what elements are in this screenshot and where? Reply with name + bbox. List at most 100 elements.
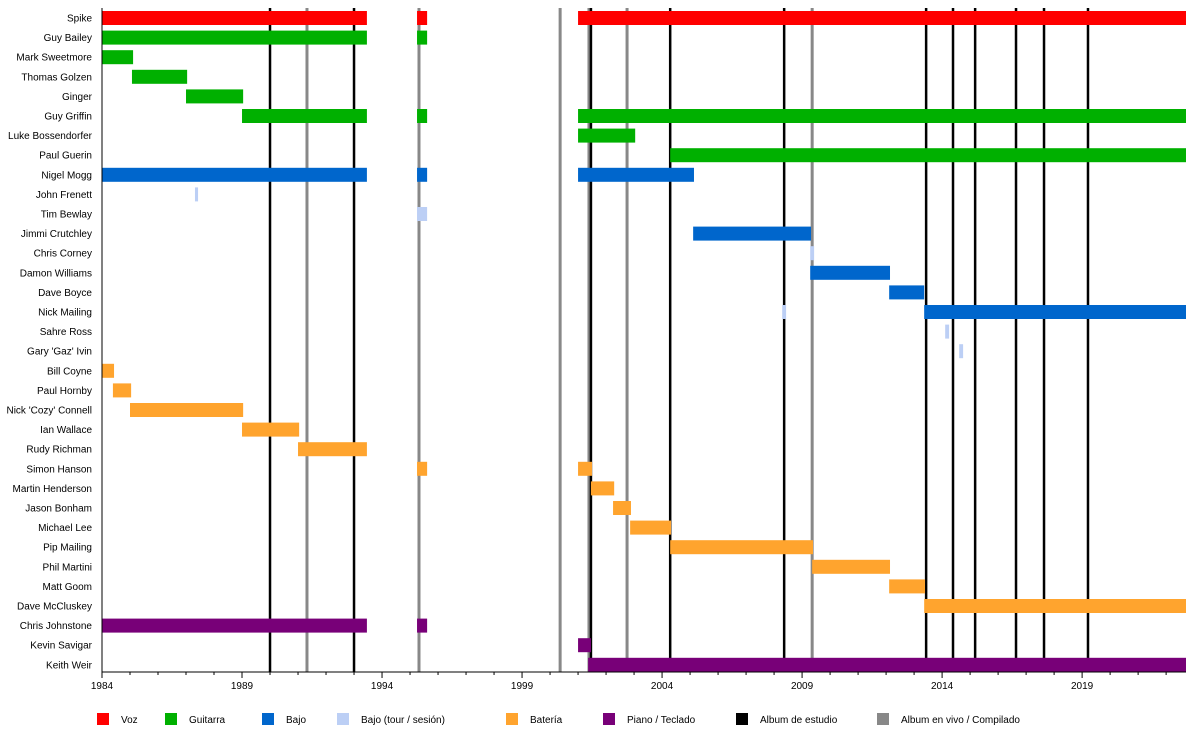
member-label: Dave McCluskey <box>17 602 92 613</box>
member-bar-bajo_tour <box>810 246 815 261</box>
x-tick-label: 2019 <box>1071 681 1094 692</box>
member-bar-bateria <box>242 422 300 437</box>
member-label: Pip Mailing <box>43 543 92 554</box>
member-label: Dave Boyce <box>38 288 92 299</box>
member-label: Jason Bonham <box>25 504 92 515</box>
legend-label: Batería <box>530 715 563 726</box>
member-bar-bateria <box>578 461 593 476</box>
legend-swatch-voz <box>97 713 109 725</box>
member-bar-bajo_tour <box>945 324 950 339</box>
legend-swatch-bateria <box>506 713 518 725</box>
member-bar-bateria <box>812 559 891 574</box>
member-labels: Spike Guy Bailey Mark Sweetmore Thomas Golz… <box>6 14 92 672</box>
member-bar-guitarra <box>417 109 428 123</box>
member-label: Paul Hornby <box>37 386 92 397</box>
member-bar-bateria <box>102 363 115 378</box>
member-bar-voz <box>417 11 428 25</box>
x-tick-label: 1994 <box>371 681 394 692</box>
member-label: Chris Johnstone <box>20 621 93 632</box>
member-bar-bajo_tour <box>417 207 428 221</box>
member-label: Bill Coyne <box>47 366 92 377</box>
legend-swatch-bajo_tour <box>337 713 349 725</box>
member-label: Sahre Ross <box>40 327 92 338</box>
legend-label: Bajo (tour / sesión) <box>361 715 445 726</box>
legend-label: Guitarra <box>189 715 226 726</box>
member-bar-bajo <box>810 265 891 280</box>
x-tick-label: 1999 <box>511 681 534 692</box>
album-lines <box>268 8 1090 672</box>
member-label: Simon Hanson <box>26 464 92 475</box>
member-bar-bateria <box>130 403 244 417</box>
member-label: Ian Wallace <box>40 425 92 436</box>
member-bar-bajo_tour <box>782 305 787 319</box>
member-bar-bajo <box>417 167 428 182</box>
member-label: John Frenett <box>36 190 92 201</box>
x-tick-label: 1984 <box>91 681 114 692</box>
legend-swatch-teclado <box>603 713 615 725</box>
x-tick-label: 2004 <box>651 681 674 692</box>
member-bar-bajo <box>102 167 367 182</box>
member-label: Paul Guerin <box>39 151 92 162</box>
member-bar-bateria <box>670 540 813 555</box>
member-label: Spike <box>67 14 92 25</box>
member-bar-bateria <box>590 481 615 496</box>
legend: Voz Guitarra Bajo Bajo (tour / sesión) Bater… <box>97 713 1020 726</box>
member-bar-voz <box>102 11 367 25</box>
member-label: Michael Lee <box>38 523 92 534</box>
legend-label: Album en vivo / Compilado <box>901 715 1020 726</box>
member-bar-bateria <box>924 599 1186 613</box>
member-bar-voz <box>578 11 1186 25</box>
member-bar-bajo_tour <box>959 344 964 359</box>
member-bar-guitarra <box>186 89 244 104</box>
x-axis: 1984 1989 1994 1999 2004 2009 2014 2019 <box>91 8 1186 692</box>
member-bar-bajo <box>924 305 1186 319</box>
member-bar-guitarra <box>578 128 636 143</box>
member-bar-guitarra <box>670 148 1186 163</box>
member-bar-bateria <box>298 442 367 457</box>
legend-swatch-guitarra <box>165 713 177 725</box>
member-label: Damon Williams <box>20 268 92 279</box>
member-label: Phil Martini <box>43 562 92 573</box>
member-bar-guitarra <box>417 30 428 45</box>
member-bar-teclado <box>578 638 591 653</box>
member-label: Rudy Richman <box>26 445 92 456</box>
member-bar-bateria <box>889 579 926 594</box>
member-bars <box>102 11 1186 672</box>
x-tick-label: 2014 <box>931 681 954 692</box>
member-bar-bajo <box>578 167 694 182</box>
member-bar-teclado <box>417 618 428 633</box>
legend-label: Bajo <box>286 715 306 726</box>
member-bar-bateria <box>613 501 631 515</box>
member-bar-bajo <box>889 285 925 300</box>
member-label: Mark Sweetmore <box>16 53 92 64</box>
member-bar-guitarra <box>131 69 188 84</box>
member-bar-bateria <box>417 461 428 476</box>
member-label: Kevin Savigar <box>30 641 92 652</box>
legend-label: Piano / Teclado <box>627 715 696 726</box>
member-bar-guitarra <box>102 30 367 45</box>
member-bar-teclado <box>102 618 367 633</box>
member-bar-bateria <box>112 383 132 398</box>
x-tick-label: 2009 <box>791 681 814 692</box>
member-label: Ginger <box>62 92 93 103</box>
legend-label: Album de estudio <box>760 715 838 726</box>
member-bar-bateria <box>630 520 672 535</box>
x-tick-label: 1989 <box>231 681 254 692</box>
member-label: Matt Goom <box>43 582 92 593</box>
member-label: Keith Weir <box>46 660 93 671</box>
member-label: Martin Henderson <box>13 484 92 495</box>
member-label: Luke Bossendorfer <box>8 131 93 142</box>
member-label: Tim Bewlay <box>41 210 92 221</box>
legend-swatch-vivo <box>877 713 889 725</box>
member-bar-guitarra <box>578 109 1186 123</box>
member-bar-bajo_tour <box>194 187 199 202</box>
member-label: Chris Corney <box>34 249 92 260</box>
member-label: Thomas Golzen <box>21 72 92 83</box>
member-bar-teclado <box>588 657 1186 672</box>
member-bar-guitarra <box>102 50 134 65</box>
member-label: Guy Griffin <box>44 112 92 123</box>
member-label: Jimmi Crutchley <box>21 229 92 240</box>
legend-swatch-bajo <box>262 713 274 725</box>
member-label: Nick 'Cozy' Connell <box>6 406 92 417</box>
